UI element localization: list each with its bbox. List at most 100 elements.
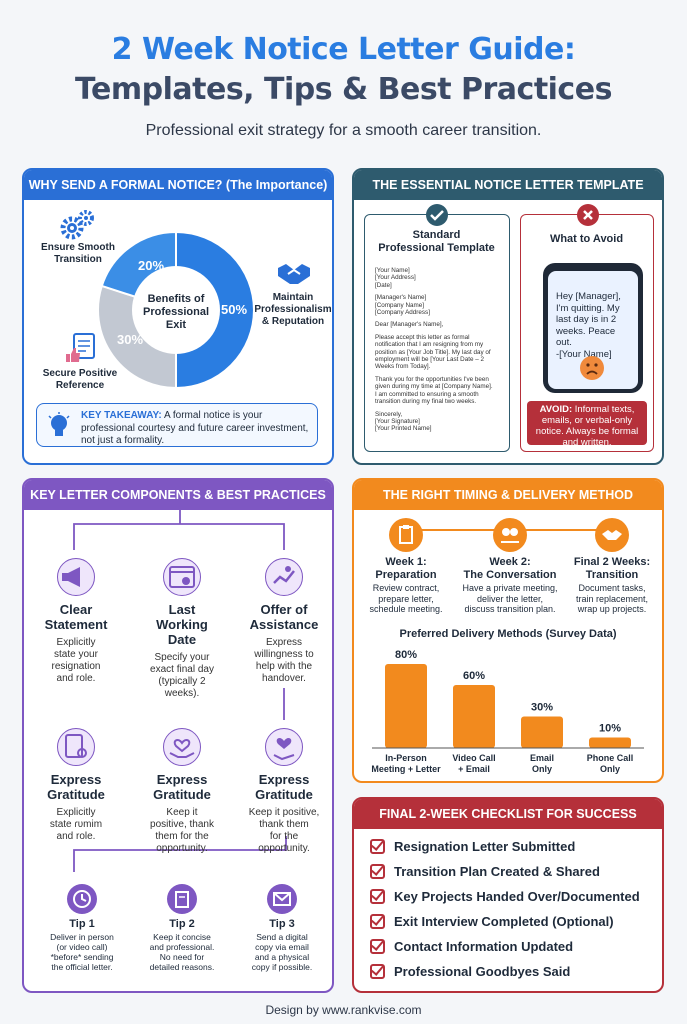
tip-desc-line: copy if possible. [251,962,313,972]
heart-hand-icon [273,737,295,761]
checklist-item-label: Professional Goodbyes Said [394,964,571,979]
letter-line: Sincerely, [375,410,403,418]
timing-heading: THE RIGHT TIMING & DELIVERY METHOD [354,480,662,510]
component-desc: Keep it positive, thank them for the opport… [236,807,332,855]
importance-panel: WHY SEND A FORMAL NOTICE? (The Importanc… [22,168,334,465]
heart-hands-icon [169,739,195,758]
template-panel: THE ESSENTIAL NOTICE LETTER TEMPLATE Sta… [352,168,664,465]
timing-panel: THE RIGHT TIMING & DELIVERY METHOD Week … [352,478,664,783]
tip-desc-line: and professional. [149,942,215,952]
component-desc-line: opportunity. [258,843,310,854]
chart-title: Preferred Delivery Methods (Survey Data) [399,628,617,640]
chart-category-label: Email [530,753,554,763]
component-desc-line: Keep it [166,807,198,818]
component-title-line: Express [156,772,208,787]
clipboard-icon [399,525,413,544]
component-title-line: Date [167,632,197,647]
timing-step-title-line: Week 2: [489,556,531,568]
component-icon-circle [163,558,201,596]
timing-step-desc-line: Review contract, [372,583,440,593]
tip-desc-line: copy via email [255,942,309,952]
letter-line: [Company Name] [375,301,424,309]
timing-step-title-line: Transition [585,569,639,581]
phone-message-line: I'm quitting. My [556,302,620,314]
component-title-line: Clear [59,602,93,617]
checklist-item-label: Contact Information Updated [394,939,574,954]
component-icon-circle [163,728,201,766]
donut-center-line1: Benefits of [148,293,205,305]
components-heading: KEY LETTER COMPONENTS & BEST PRACTICES [24,480,332,510]
page-subtitle: Professional exit strategy for a smooth … [145,122,542,139]
checkmark-icon [426,204,448,226]
timing-step-title-line: Week 1: [385,556,427,568]
label-smooth-line2: Transition [54,254,102,265]
letter-line: [Your Printed Name] [375,425,432,433]
letter-line: I am committed to ensuring a smooth [375,390,479,398]
timing-step-title: Week 2: The Conversation [458,556,562,582]
chart-category-label: Only [600,764,620,774]
calendar-icon [169,566,195,588]
tip-desc-line: *before* sending [50,952,114,962]
phone-icon: Hey [Manager], I'm quitting. My last day i… [543,263,643,393]
avoid-text: Informal texts, emails, or verbal-only n… [535,404,639,448]
checklist-item: Key Projects Handed Over/Documented [370,889,640,904]
checklist-item-label: Resignation Letter Submitted [394,839,576,854]
chart-category-label: Video Call [452,753,495,763]
label-maintain-line2: Professionalism [254,304,332,315]
letter-line: [Company Address] [375,309,430,317]
component-title-line: Express [50,772,102,787]
component-desc-line: for the [269,831,299,842]
component-desc-line: and role. [56,831,96,842]
label-smooth: Ensure Smooth Transition [32,242,124,266]
checklist-item: Resignation Letter Submitted [370,839,575,854]
component-card: Express Gratitude Keep it positive, thank th… [134,728,230,855]
tip-title: Tip 3 [269,918,295,930]
letter-line: employment will be [Your Last Date – 2 [375,356,484,364]
checkbox-icon [370,939,385,954]
component-desc-line: (typically 2 [158,676,206,687]
component-desc: Express willingness to help with the handov… [236,637,332,685]
component-desc-line: thank them [259,819,309,830]
timing-step-title-line: Final 2 Weeks: [573,556,651,568]
phone-message-line: -[Your Name] [556,348,612,360]
component-desc-line: opportunity. [156,843,208,854]
standard-template-title: Standard Professional Template [365,229,508,255]
tip-desc-line: No need for [159,952,205,962]
component-card: Clear Statement Explicitly state your resign… [28,558,124,685]
timing-step: Week 2: The Conversation Have a private me… [458,518,562,615]
donut-pct-30: 30% [117,332,143,347]
tip-title: Tip 2 [169,918,195,930]
tip-desc-line: (or video call) [56,942,108,952]
footer-credit: Design by www.rankvise.com [265,1003,422,1017]
checkbox-icon [370,839,385,854]
megaphone-icon [62,567,80,587]
letter-line: Thank you for the opportunities I've bee… [375,375,489,383]
component-title: Clear Statement [28,602,124,632]
chart-bar [385,664,427,748]
takeaway-bold: KEY TAKEAWAY: [81,410,162,421]
title-line-1: 2 Week Notice Letter Guide: [111,32,576,67]
checklist-heading: FINAL 2-WEEK CHECKLIST FOR SUCCESS [354,799,662,829]
donut-center-line2: Professional [143,306,209,318]
component-desc-line: help with the [255,661,313,672]
donut-center-line3: Exit [166,319,187,331]
component-title: Express Gratitude [134,772,230,802]
timing-step-desc: Review contract, prepare letter, schedule … [354,583,458,615]
component-desc-line: resignation [51,661,101,672]
component-title: Express Gratitude [236,772,332,802]
conversation-icon [501,528,519,543]
timing-step-desc-line: Have a private meeting, [462,583,558,593]
label-secure-line2: Reference [55,380,105,391]
phone-screen: Hey [Manager], I'm quitting. My last day i… [548,271,638,389]
donut-pct-50: 50% [221,302,247,317]
label-maintain: Maintain Professionalism & Reputation [248,292,332,328]
label-maintain-line1: Maintain [272,292,314,303]
lightbulb-icon [48,412,70,436]
component-desc: Keep it positive, thank them for the opport… [134,807,230,855]
x-mark-icon [577,204,599,226]
component-icon-circle [265,728,303,766]
component-desc-line: Specify your [154,652,210,663]
tip-card: Tip 3 Send a digital copy via email and a p… [232,884,332,972]
importance-heading: WHY SEND A FORMAL NOTICE? (The Importanc… [24,170,332,200]
label-secure: Secure Positive Reference [30,368,130,392]
